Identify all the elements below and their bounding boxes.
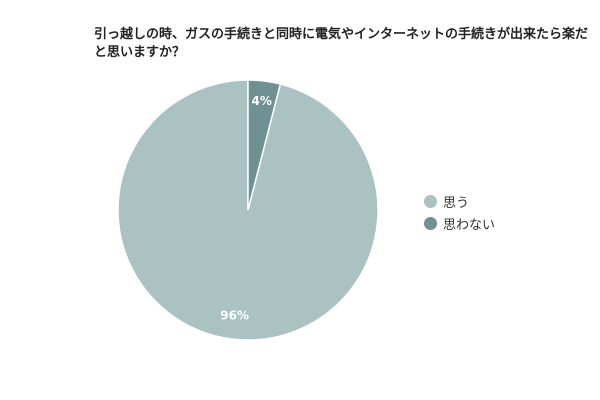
legend-swatch-omou: [424, 194, 437, 208]
chart-legend: 思う 思わない: [424, 190, 495, 234]
legend-item-omowanai[interactable]: 思わない: [424, 212, 495, 234]
legend-swatch-omowanai: [424, 216, 437, 230]
slice-label-omowanai: 4%: [252, 94, 272, 108]
pie-slice-omowanai[interactable]: [247, 79, 282, 211]
chart-title: 引っ越しの時、ガスの手続きと同時に電気やインターネットの手続きが出来たら楽だと思…: [94, 27, 589, 60]
pie-labels: 96% 4%: [220, 94, 272, 322]
slice-label-omou: 96%: [220, 308, 249, 322]
legend-label-omowanai: 思わない: [443, 217, 496, 233]
legend-label-omou: 思う: [443, 195, 470, 211]
legend-item-omou[interactable]: 思う: [424, 190, 495, 212]
pie-slices: [117, 79, 379, 341]
